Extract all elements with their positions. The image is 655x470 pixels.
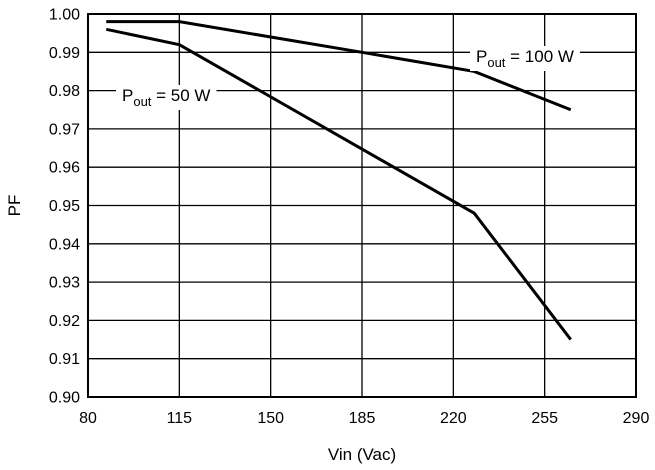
x-tick-label: 150	[257, 410, 284, 427]
series-line-pout-50w	[105, 27, 572, 341]
x-tick-label: 255	[531, 410, 558, 427]
y-tick-label: 0.94	[49, 236, 80, 253]
y-tick-label: 0.90	[49, 390, 80, 407]
x-tick-labels: 80 115 150 185 220 255 290	[79, 410, 649, 427]
series-label-pout-50w: Pout = 50 W	[122, 86, 210, 109]
series-label-backgrounds	[116, 46, 580, 110]
x-tick-label: 185	[349, 410, 376, 427]
y-tick-label: 0.97	[49, 121, 80, 138]
y-tick-label: 0.99	[49, 45, 80, 62]
series-label-pout-100w: Pout = 100 W	[476, 47, 574, 70]
series-label-subscript: out	[133, 94, 151, 109]
plot-frame	[87, 13, 637, 398]
x-tick-label: 290	[623, 410, 650, 427]
x-axis-label: Vin (Vac)	[328, 445, 396, 464]
series-line-pout-100w	[106, 20, 572, 112]
grid	[88, 14, 636, 397]
series-label-background	[470, 46, 580, 71]
y-tick-labels: 0.90 0.91 0.92 0.93 0.94 0.95 0.96 0.97 0.98 0.99…	[49, 7, 80, 407]
y-tick-label: 0.91	[49, 351, 80, 368]
y-tick-label: 0.92	[49, 313, 80, 330]
series-label-background	[116, 85, 217, 110]
series-label-subscript: out	[487, 55, 505, 70]
y-axis-label: PF	[5, 195, 24, 217]
y-tick-label: 1.00	[49, 7, 80, 24]
series-label-rest: = 100 W	[505, 47, 574, 66]
y-tick-label: 0.93	[49, 275, 80, 292]
series-lines	[105, 20, 572, 341]
x-tick-label: 80	[79, 410, 97, 427]
series-label-rest: = 50 W	[151, 86, 210, 105]
series-label-main: P	[122, 86, 133, 105]
y-tick-label: 0.96	[49, 160, 80, 177]
series-label-main: P	[476, 47, 487, 66]
x-tick-label: 220	[440, 410, 467, 427]
y-tick-label: 0.95	[49, 198, 80, 215]
x-tick-label: 115	[167, 410, 193, 427]
y-tick-label: 0.98	[49, 83, 80, 100]
